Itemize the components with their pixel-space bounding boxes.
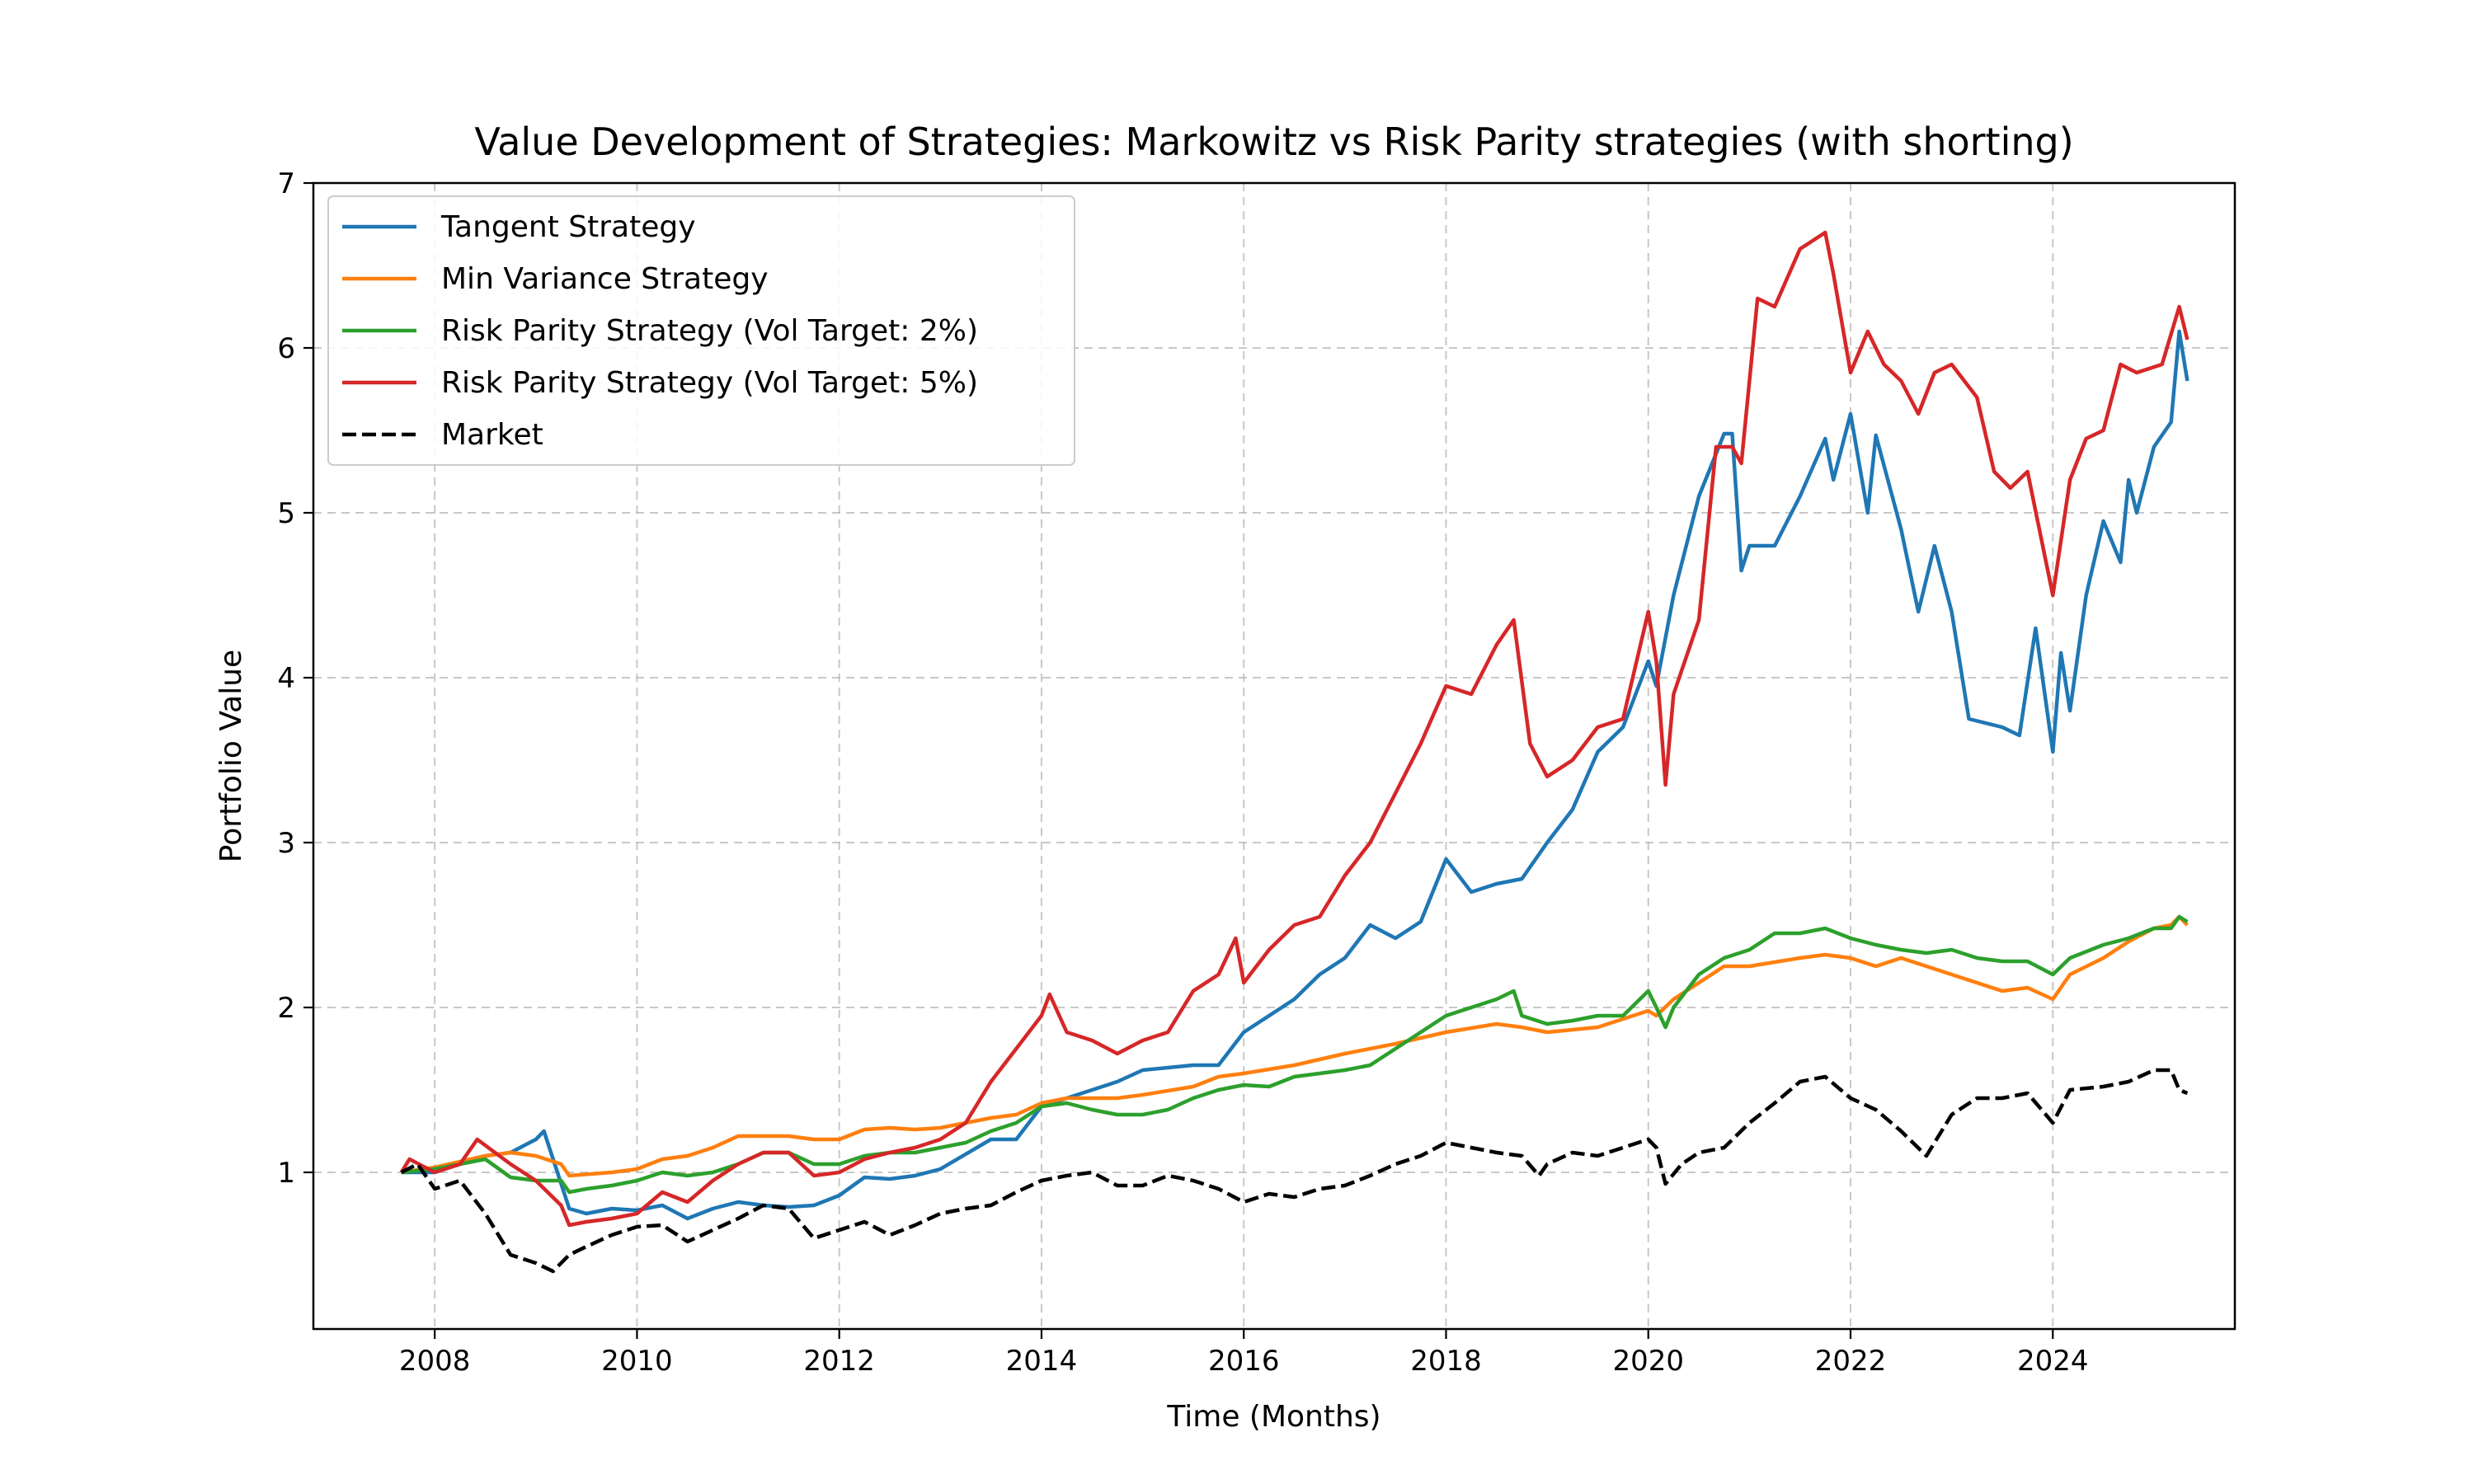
legend-label-4: Market bbox=[441, 418, 543, 452]
legend-label-0: Tangent Strategy bbox=[440, 210, 696, 244]
legend-label-1: Min Variance Strategy bbox=[441, 262, 769, 296]
series-line-3 bbox=[399, 230, 2189, 1228]
legend-box bbox=[327, 195, 1075, 466]
legend: Tangent Strategy Min Variance Strategy Ris… bbox=[327, 195, 1075, 466]
plot-clip bbox=[399, 230, 2189, 1274]
x-tick-label: 2018 bbox=[1410, 1345, 1482, 1378]
series-line-1 bbox=[401, 914, 2189, 1178]
y-axis-ticks: 1 2 3 4 5 6 7 bbox=[277, 167, 313, 1190]
x-tick-label: 2022 bbox=[1815, 1345, 1887, 1378]
y-tick-label: 5 bbox=[277, 497, 295, 530]
y-tick-label: 3 bbox=[277, 827, 295, 860]
plot-frame bbox=[312, 181, 2236, 1331]
series-line-4 bbox=[400, 1068, 2189, 1274]
y-tick-label: 2 bbox=[277, 992, 295, 1025]
y-tick-label: 6 bbox=[277, 332, 295, 365]
y-axis-label: Portfolio Value bbox=[214, 650, 248, 862]
legend-label-2: Risk Parity Strategy (Vol Target: 2%) bbox=[441, 314, 978, 348]
x-tick-label: 2008 bbox=[399, 1345, 471, 1378]
x-tick-label: 2016 bbox=[1208, 1345, 1280, 1378]
x-axis-label: Time (Months) bbox=[1166, 1400, 1380, 1434]
y-tick-label: 4 bbox=[277, 662, 295, 695]
chart-title: Value Development of Strategies: Markowi… bbox=[474, 120, 2073, 164]
y-tick-label: 1 bbox=[277, 1157, 295, 1190]
x-tick-label: 2014 bbox=[1006, 1345, 1078, 1378]
x-tick-label: 2020 bbox=[1612, 1345, 1684, 1378]
y-tick-label: 7 bbox=[277, 167, 295, 200]
series-line-0 bbox=[401, 329, 2189, 1221]
legend-label-3: Risk Parity Strategy (Vol Target: 5%) bbox=[441, 366, 978, 400]
series-line-2 bbox=[401, 914, 2189, 1195]
x-tick-label: 2010 bbox=[601, 1345, 673, 1378]
x-axis-ticks: 2008 2010 2012 2014 2016 2018 2020 2022 2024 bbox=[399, 1329, 2089, 1378]
x-tick-label: 2024 bbox=[2017, 1345, 2089, 1378]
series-layer bbox=[399, 230, 2189, 1274]
x-tick-label: 2012 bbox=[803, 1345, 875, 1378]
